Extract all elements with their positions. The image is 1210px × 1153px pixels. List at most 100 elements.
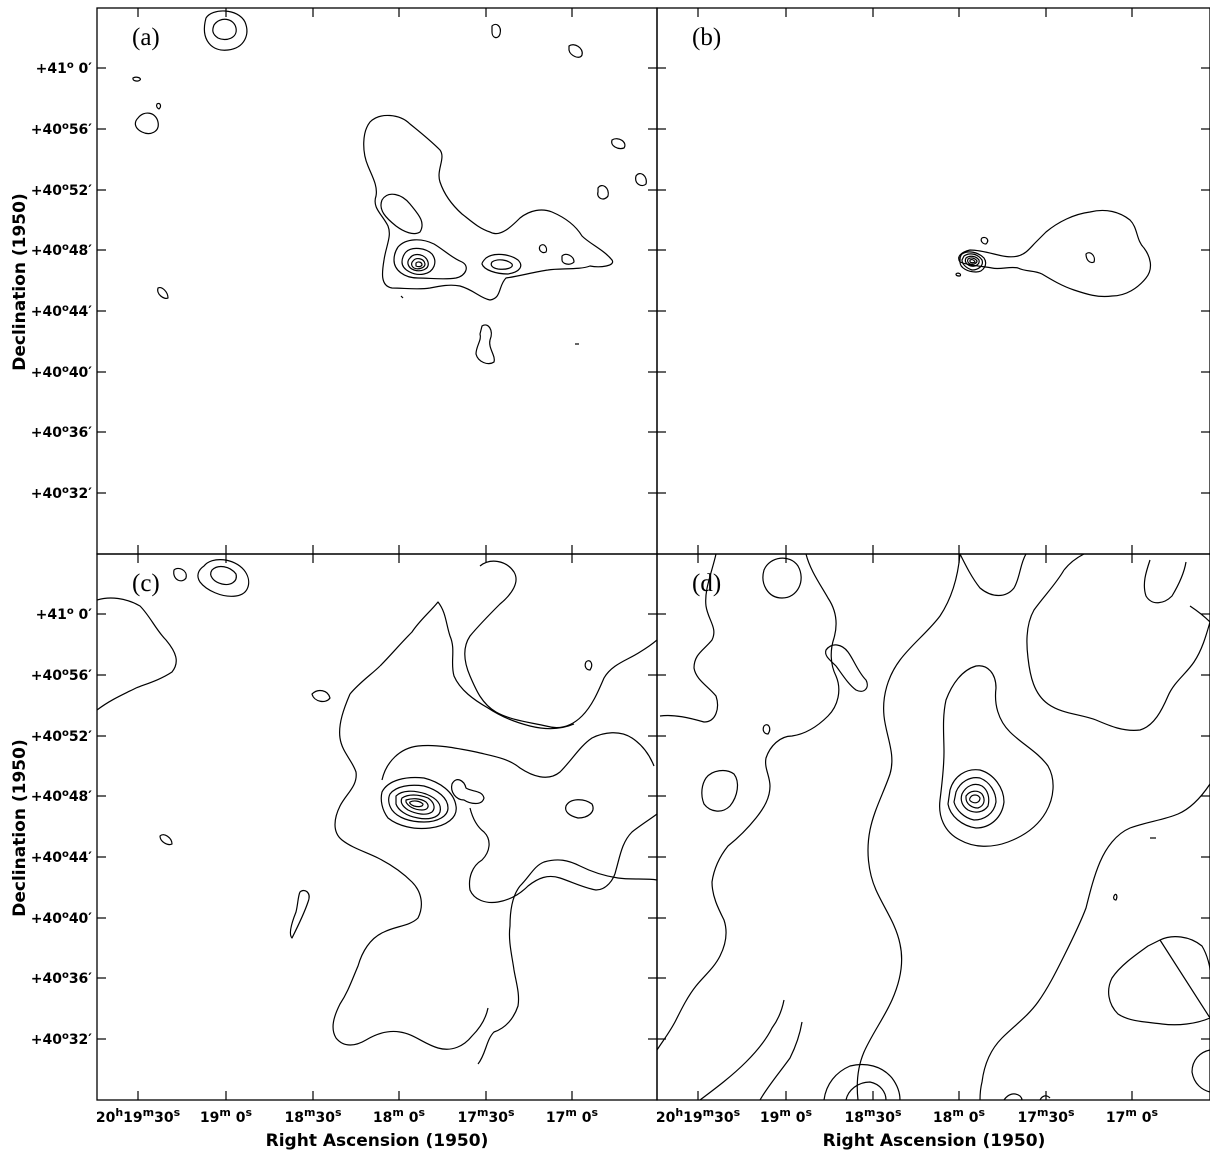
panel-label-c: (c)	[132, 570, 160, 597]
panel-b-contours	[955, 209, 1152, 298]
contour	[1085, 252, 1095, 264]
contour	[400, 295, 404, 299]
contour	[969, 259, 976, 264]
right-ascension-tick-label: 18m30s	[285, 1106, 342, 1126]
contour	[491, 23, 501, 39]
contour	[157, 287, 169, 299]
declination-tick-label: +40o56′	[31, 667, 93, 684]
panel-d-contours	[657, 554, 1210, 1100]
contour	[959, 251, 987, 273]
contour	[134, 112, 159, 135]
contour	[960, 783, 990, 813]
panel-label-b: (b)	[692, 24, 721, 51]
declination-tick-label: +41o 0′	[36, 60, 93, 77]
contour	[611, 138, 626, 150]
contour	[468, 807, 657, 904]
right-ascension-tick-label: 20h19m30s	[656, 1106, 741, 1126]
panel-c-contours	[97, 559, 657, 1065]
contour	[405, 798, 429, 811]
contour	[411, 258, 426, 270]
declination-tick-label: +40o52′	[31, 182, 93, 199]
declination-tick-label: +40o32′	[31, 1031, 93, 1048]
contour	[388, 784, 449, 823]
panel-a-contours	[132, 10, 647, 365]
contour	[173, 567, 187, 582]
contour	[1003, 1093, 1023, 1100]
contour	[490, 259, 513, 270]
contour	[565, 799, 594, 819]
contour	[961, 253, 983, 271]
contour	[1189, 605, 1210, 623]
right-ascension-tick-labels: 20h19m30s 20h19m30s 19m 0s 19m 0s 18m30s 18m3…	[96, 1106, 1159, 1126]
contour	[380, 193, 423, 235]
contour	[1063, 554, 1085, 571]
contour	[561, 253, 575, 265]
right-ascension-tick-label: 19m 0s	[760, 1106, 813, 1126]
contour	[1113, 893, 1118, 901]
contour	[380, 776, 457, 830]
contour	[1143, 559, 1187, 604]
contour	[825, 644, 868, 692]
contour	[1039, 1095, 1051, 1100]
contour	[395, 790, 441, 820]
contour	[953, 777, 997, 821]
contour	[132, 76, 141, 82]
contour	[409, 800, 424, 808]
panel-a-frame	[96, 7, 658, 555]
contour	[959, 554, 1027, 597]
declination-tick-label: +41o 0′	[36, 606, 93, 623]
contour	[584, 660, 593, 671]
contour	[203, 10, 248, 51]
contour	[379, 601, 575, 730]
declination-tick-label: +40o52′	[31, 728, 93, 745]
right-ascension-tick-label: 17m 0s	[546, 1106, 599, 1126]
contour	[939, 665, 1054, 847]
contour	[568, 44, 583, 58]
contour	[965, 790, 985, 809]
contour	[415, 261, 423, 268]
contour	[197, 559, 250, 597]
right-ascension-tick-label: 17m 0s	[1106, 1106, 1159, 1126]
right-ascension-tick-label: 20h19m30s	[96, 1106, 181, 1126]
contour	[701, 769, 739, 812]
contour	[1026, 569, 1210, 731]
contour	[955, 272, 962, 277]
contour	[475, 324, 495, 365]
declination-tick-label: +40o56′	[31, 121, 93, 138]
contour	[980, 236, 989, 245]
contour	[657, 554, 840, 1051]
contour	[401, 247, 436, 275]
contour	[363, 114, 614, 301]
contour	[762, 557, 802, 599]
contour	[659, 554, 719, 723]
right-ascension-tick-label: 19m 0s	[200, 1106, 253, 1126]
declination-tick-label: +40o40′	[31, 364, 93, 381]
contour	[762, 724, 771, 735]
declination-tick-label: +40o36′	[31, 970, 93, 987]
contour	[1108, 936, 1210, 1026]
declination-tick-label: +40o32′	[31, 485, 93, 502]
declination-tick-label: +40o48′	[31, 788, 93, 805]
declination-tick-label: +40o40′	[31, 910, 93, 927]
contour	[759, 1021, 803, 1100]
y-axis-title-top: Declination (1950)	[10, 193, 30, 370]
contour	[967, 257, 978, 265]
panel-c-frame	[96, 553, 658, 1101]
contour	[212, 18, 237, 41]
declination-tick-label: +40o44′	[31, 849, 93, 866]
panel-d-frame	[656, 553, 1210, 1101]
contour	[845, 1081, 887, 1100]
contour	[635, 172, 647, 187]
contour	[958, 209, 1152, 298]
panel-b-frame	[656, 7, 1210, 555]
contour	[699, 999, 785, 1100]
right-ascension-tick-label: 17m30s	[458, 1106, 515, 1126]
contour	[159, 834, 173, 846]
right-ascension-tick-label: 17m30s	[1018, 1106, 1075, 1126]
declination-tick-label: +40o48′	[31, 242, 93, 259]
declination-tick-label: +40o44′	[31, 303, 93, 320]
contour	[538, 244, 548, 254]
axis-ticks	[97, 8, 1210, 1100]
x-axis-title-right: Right Ascension (1950)	[823, 1131, 1046, 1151]
